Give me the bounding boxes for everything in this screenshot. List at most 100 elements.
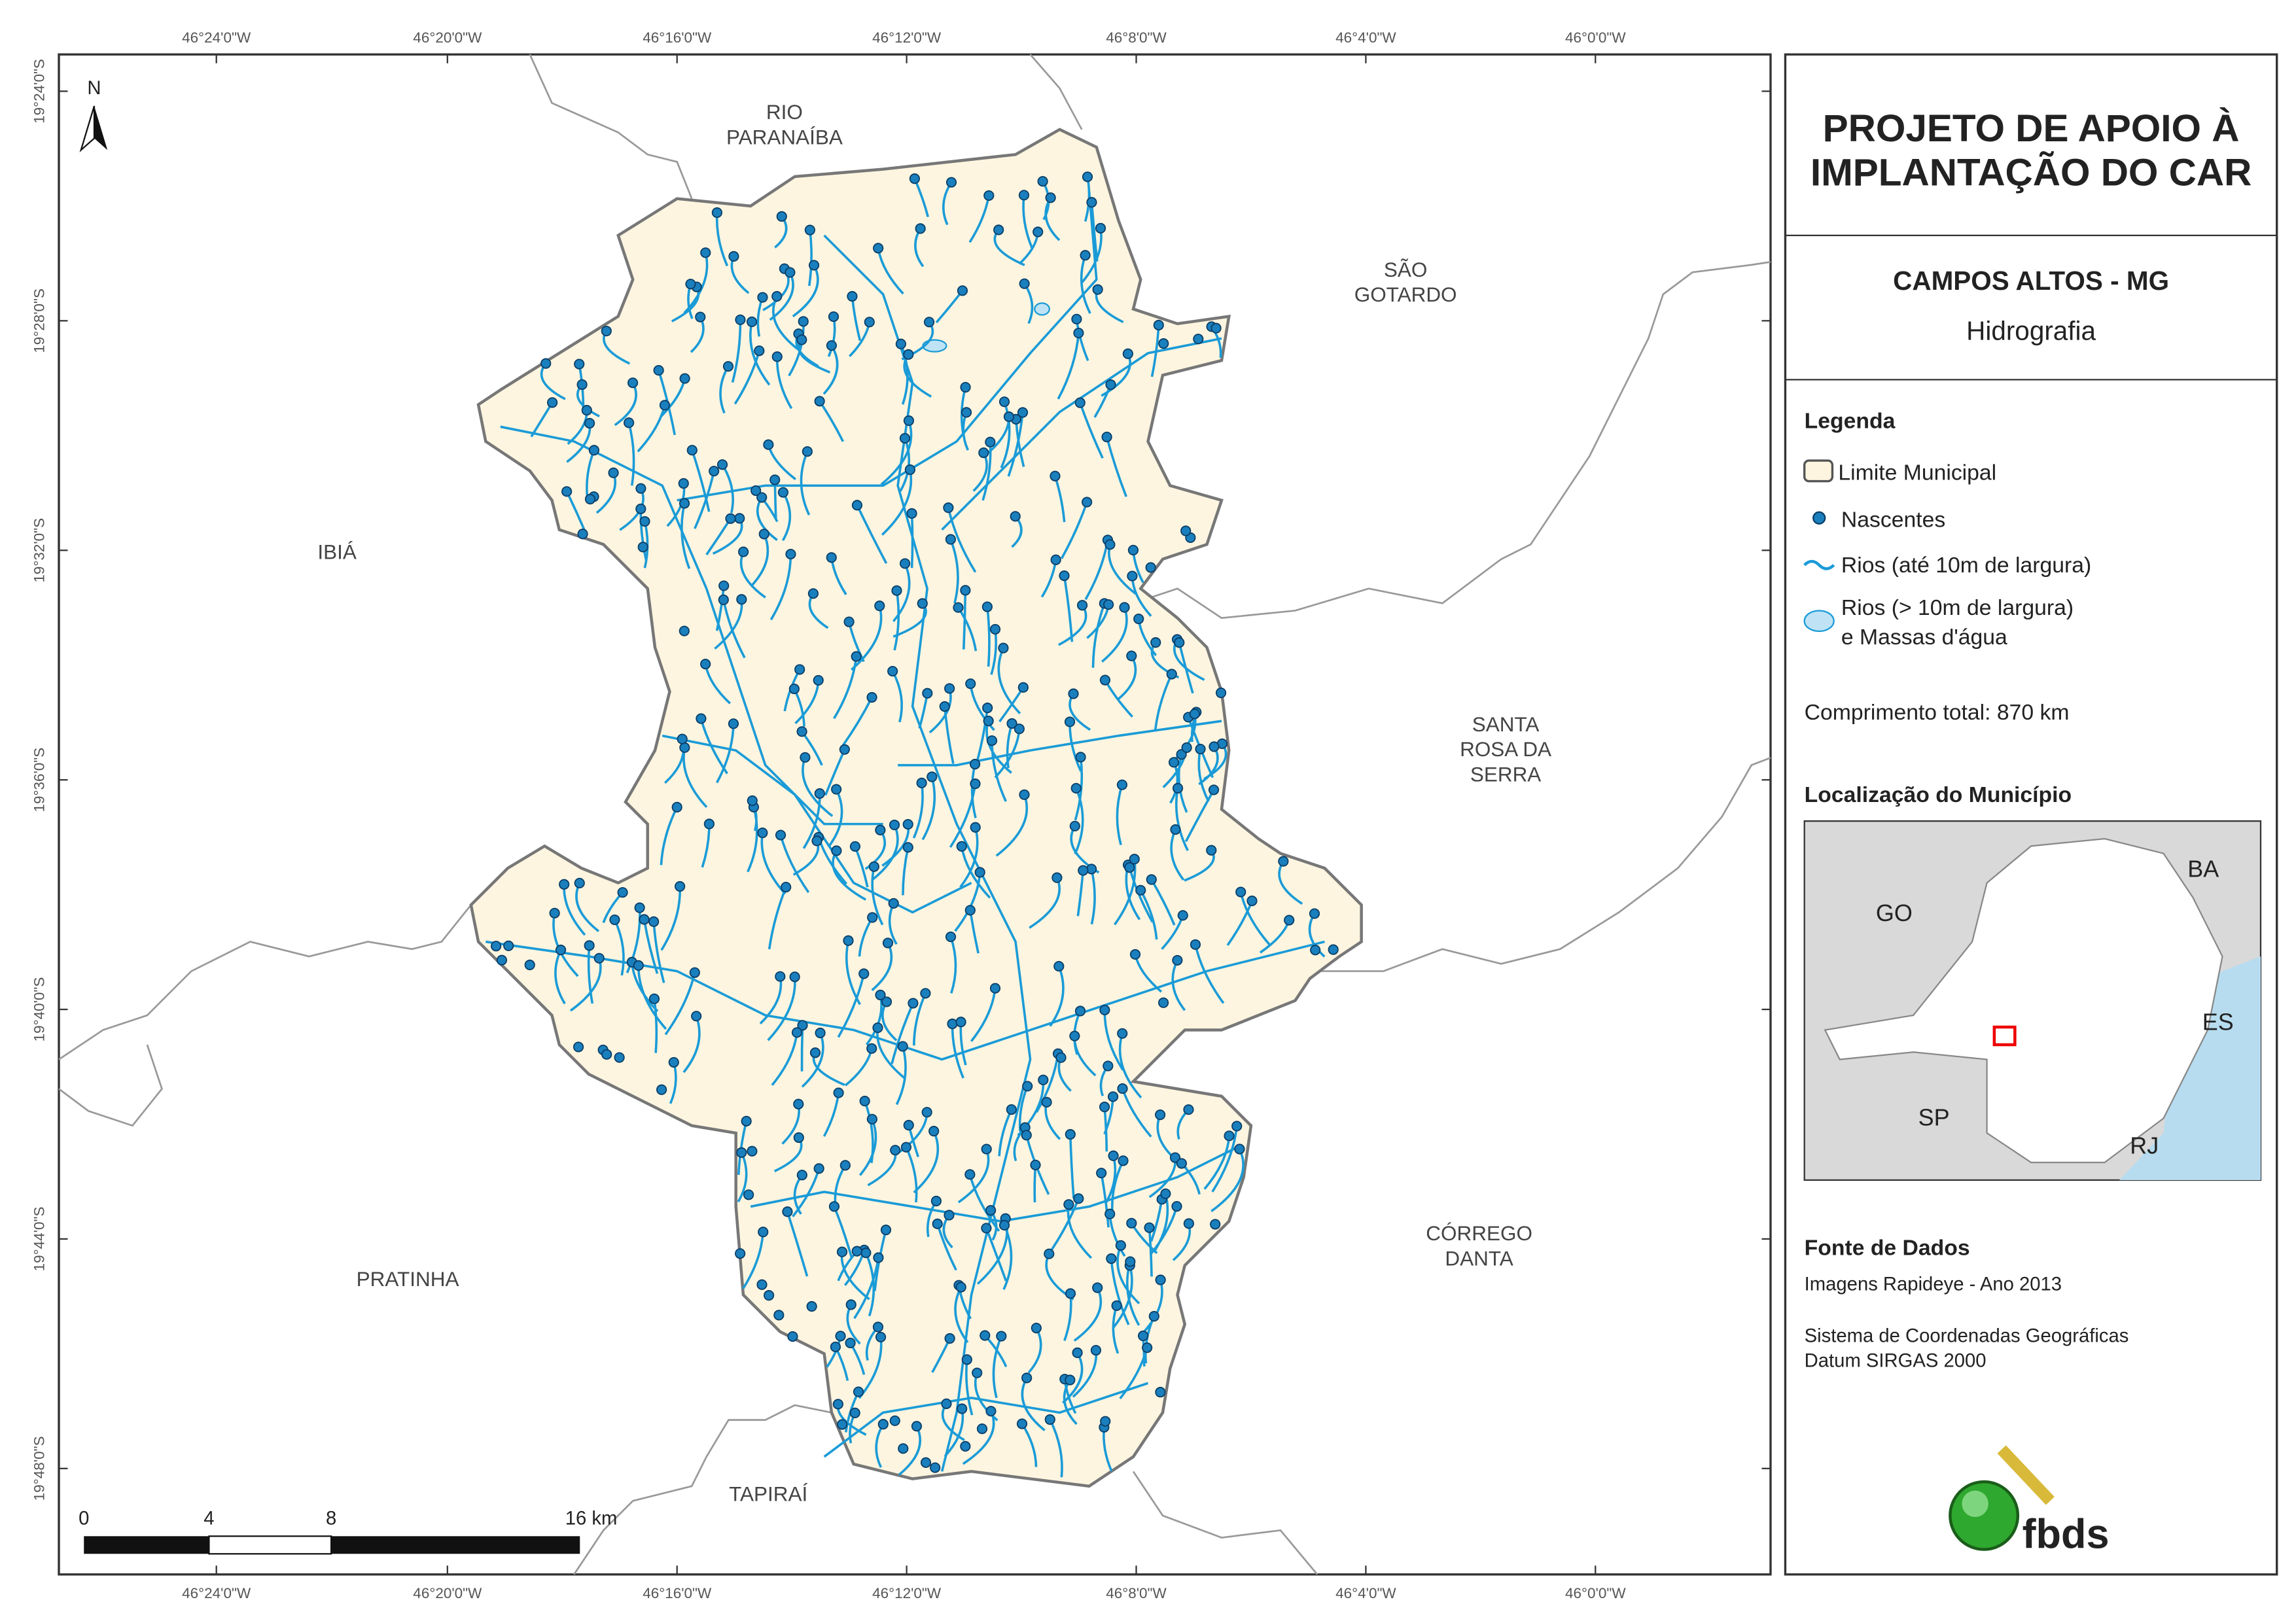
tributary: [660, 886, 681, 951]
spring: [524, 959, 535, 971]
spring: [1014, 724, 1025, 735]
spring: [796, 334, 807, 345]
spring: [847, 290, 858, 302]
tributary: [1211, 1126, 1239, 1193]
tributary: [1170, 829, 1185, 881]
tributary: [1116, 1245, 1140, 1304]
tributary: [853, 1257, 880, 1319]
spring: [920, 988, 931, 999]
spring: [1206, 845, 1217, 856]
spring: [764, 1290, 775, 1301]
scale-segment: [84, 1536, 209, 1554]
spring: [839, 1160, 851, 1171]
tributary: [779, 835, 810, 894]
spring: [880, 1225, 892, 1236]
place-label: CÓRREGO: [1426, 1221, 1532, 1245]
tributary: [1100, 1172, 1110, 1228]
lon-label: 46°12'0"W: [872, 29, 942, 46]
spring: [873, 1252, 884, 1263]
tributary: [959, 827, 979, 888]
spring: [656, 1084, 667, 1095]
spring: [576, 379, 588, 390]
spring: [1101, 431, 1112, 443]
logo-bar: [1997, 1445, 2055, 1505]
spring: [1019, 789, 1030, 800]
spring: [677, 733, 688, 744]
spring: [1003, 411, 1015, 423]
tributary: [1239, 892, 1271, 946]
spring: [915, 223, 926, 234]
spring: [1176, 1158, 1187, 1169]
spring: [864, 317, 875, 328]
logo-highlight: [1962, 1490, 1988, 1518]
tributary: [771, 1032, 798, 1086]
spring: [807, 588, 819, 599]
spring: [775, 829, 786, 841]
spring: [1126, 1217, 1137, 1229]
spring: [725, 513, 736, 524]
tributary: [880, 420, 913, 485]
river: [662, 734, 972, 914]
spring: [1195, 743, 1206, 755]
spring: [849, 841, 861, 852]
spring: [1074, 397, 1086, 408]
spring: [1069, 820, 1080, 831]
spring: [895, 338, 906, 349]
spring: [668, 1056, 679, 1068]
spring: [981, 1143, 992, 1155]
spring: [1210, 323, 1222, 334]
lon-label: 46°0'0"W: [1565, 29, 1626, 46]
title: IMPLANTAÇÃO DO CAR: [1810, 150, 2252, 194]
tributary: [891, 1002, 915, 1064]
spring: [718, 594, 729, 606]
spring: [1108, 1150, 1119, 1161]
tributary: [637, 965, 667, 1030]
spring: [1246, 896, 1258, 907]
spring: [833, 1087, 844, 1098]
spring: [849, 1407, 860, 1419]
spring: [686, 445, 698, 456]
spring: [776, 211, 787, 222]
spring: [1137, 1330, 1149, 1342]
tributary: [1103, 1009, 1124, 1071]
spring: [875, 1331, 887, 1343]
scale-label: 8: [326, 1508, 336, 1529]
tributary: [965, 1359, 974, 1416]
tributary: [1197, 748, 1210, 802]
tributary: [1210, 1148, 1245, 1212]
tributary: [858, 1336, 883, 1399]
lon-label: 46°12'0"W: [872, 1585, 942, 1601]
spring: [1235, 886, 1246, 898]
spring: [928, 1126, 940, 1137]
spring: [609, 914, 620, 926]
boundary: [58, 904, 472, 1060]
spring: [696, 713, 707, 724]
spring: [1129, 854, 1140, 865]
spring: [964, 1169, 976, 1180]
lat-label: 19°32'0"S: [31, 518, 48, 583]
tributary: [781, 491, 792, 542]
tributary: [737, 1152, 748, 1203]
boundary: [529, 54, 693, 200]
spring: [872, 1022, 883, 1034]
spring: [851, 1246, 862, 1257]
spring: [588, 445, 600, 456]
spring: [866, 1043, 877, 1054]
spring: [788, 683, 800, 695]
tributary: [664, 972, 696, 1036]
tributary: [822, 345, 839, 395]
spring: [1065, 1128, 1076, 1140]
spring: [873, 243, 884, 254]
spring: [678, 478, 689, 489]
spring: [828, 1201, 840, 1212]
tributary: [683, 252, 709, 314]
spring: [584, 940, 595, 951]
spring: [1124, 862, 1135, 873]
spring: [902, 818, 913, 830]
spring: [757, 828, 768, 839]
river: [823, 1382, 1149, 1458]
municipal-boundary: [469, 128, 1363, 1488]
tributary: [1074, 788, 1084, 855]
spring: [496, 954, 507, 966]
tributary: [760, 832, 786, 895]
